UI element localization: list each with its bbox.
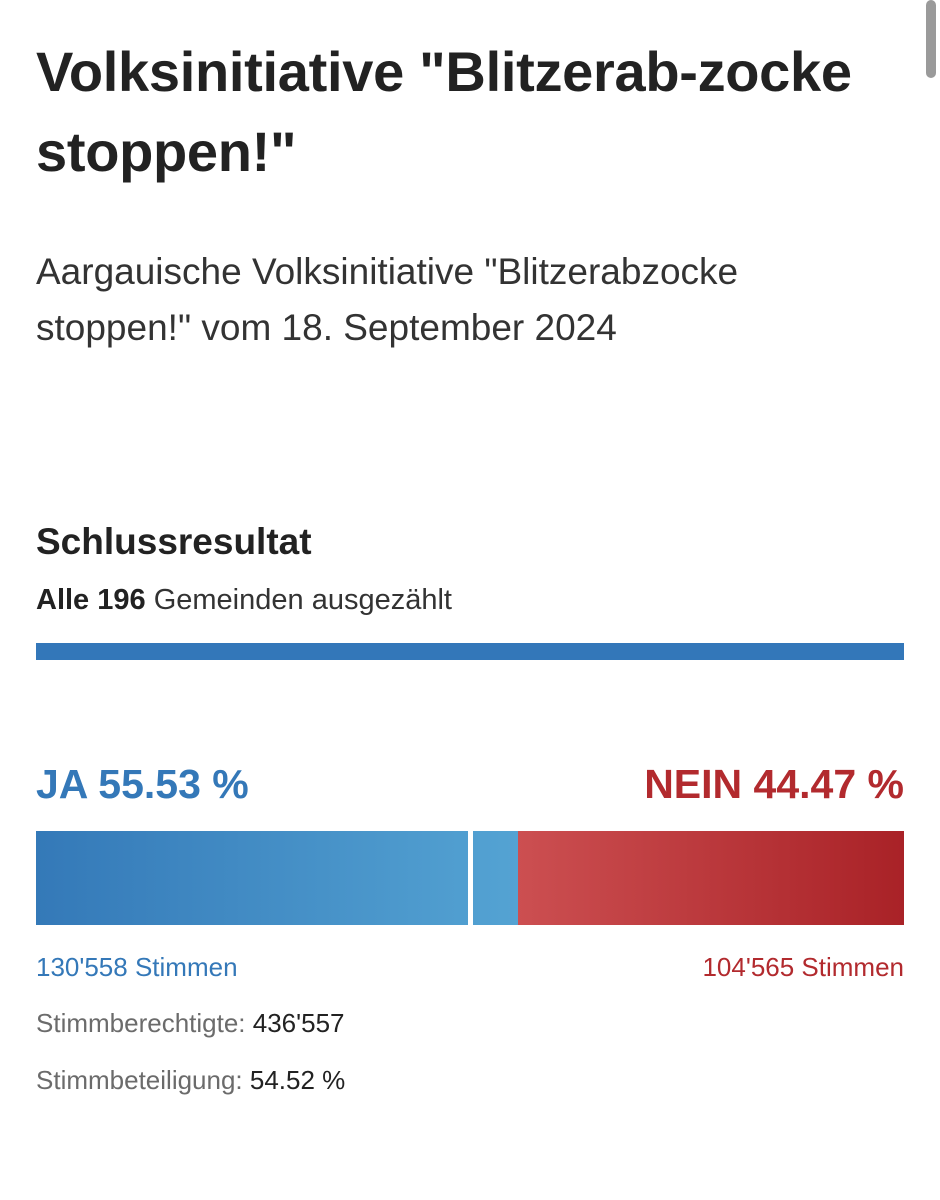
ja-percent-label: JA 55.53 %	[36, 761, 249, 807]
turnout-value: 54.52 %	[249, 1065, 346, 1095]
page-subtitle: Aargauische Volksinitiative "Blitzerabzo…	[36, 251, 739, 348]
counting-progress-bar	[36, 643, 904, 660]
turnout-row: Stimmbeteiligung: 54.52 %	[36, 1061, 345, 1099]
nein-percent-label: NEIN 44.47 %	[644, 761, 904, 807]
eligible-voters-value: 436'557	[252, 1008, 345, 1038]
nein-votes: 104'565 Stimmen	[702, 952, 904, 982]
result-bar	[36, 831, 904, 925]
result-heading: Schlussresultat	[36, 521, 312, 562]
scrollbar-thumb[interactable]	[926, 0, 936, 78]
counted-count: Alle 196	[36, 584, 146, 616]
page-title: Volksinitiative "Blitzerab-­zocke stoppe…	[36, 40, 852, 183]
majority-marker	[468, 831, 473, 925]
eligible-voters-label: Stimmberechtigte:	[36, 1008, 246, 1038]
counted-status: Alle 196 Gemeinden ausgezählt	[36, 580, 452, 620]
ja-bar-segment	[36, 831, 518, 925]
turnout-label: Stimmbeteiligung:	[36, 1065, 243, 1095]
eligible-voters-row: Stimmberechtigte: 436'557	[36, 1004, 345, 1042]
counting-progress-fill	[36, 643, 904, 660]
counted-text: Gemeinden ausgezählt	[153, 584, 452, 616]
ja-votes: 130'558 Stimmen	[36, 952, 238, 982]
nein-bar-segment	[518, 831, 904, 925]
